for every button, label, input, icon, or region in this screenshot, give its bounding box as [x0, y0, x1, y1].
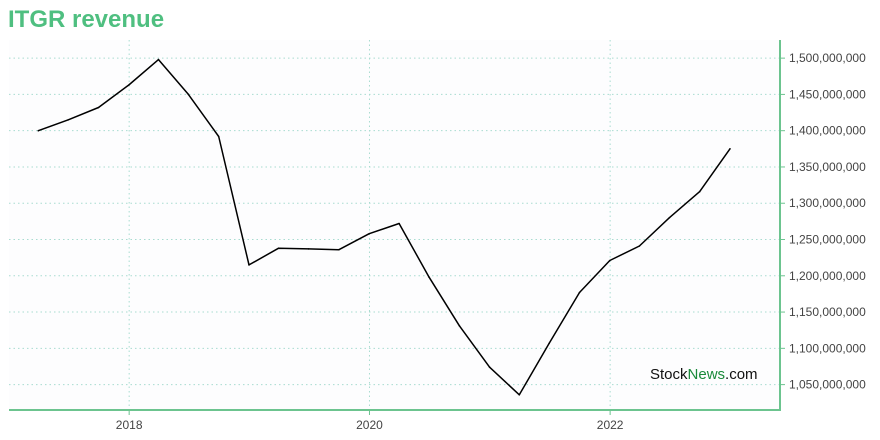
x-tick-labels: 2018 2020 2022: [116, 418, 624, 432]
x-tick-marks: [128, 410, 611, 415]
y-tick-label: 1,050,000,000: [789, 378, 866, 392]
data-point: [578, 291, 581, 294]
data-point: [609, 259, 611, 262]
data-point: [248, 264, 250, 266]
watermark-stock: Stock: [650, 366, 688, 383]
y-tick-label: 1,350,000,000: [789, 160, 866, 174]
revenue-series-line: [38, 58, 731, 396]
data-point: [428, 276, 430, 279]
data-point: [668, 216, 671, 219]
y-tick-label: 1,300,000,000: [789, 196, 866, 210]
y-tick-label: 1,100,000,000: [789, 341, 866, 355]
chart-title: ITGR revenue: [8, 6, 165, 33]
data-point: [458, 325, 461, 327]
y-tick-label: 1,200,000,000: [789, 269, 866, 283]
watermark: StockNews.com: [650, 366, 758, 383]
vertical-gridlines: [128, 40, 611, 410]
data-point: [398, 222, 400, 225]
data-point: [67, 119, 70, 121]
y-tick-label: 1,150,000,000: [789, 305, 866, 319]
y-tick-label: 1,450,000,000: [789, 87, 866, 101]
y-tick-label: 1,400,000,000: [789, 124, 866, 138]
x-tick-label: 2018: [116, 418, 143, 432]
x-tick-label: 2022: [597, 418, 624, 432]
data-point: [518, 394, 521, 396]
revenue-data-points: [37, 58, 731, 396]
x-tick-label: 2020: [356, 418, 383, 432]
data-point: [638, 245, 641, 247]
data-point: [157, 58, 160, 61]
data-point: [307, 248, 310, 250]
data-point: [217, 135, 220, 138]
y-tick-label: 1,250,000,000: [789, 233, 866, 247]
data-point: [37, 129, 40, 132]
data-point: [729, 148, 731, 150]
y-tick-marks: [780, 57, 785, 386]
y-tick-label: 1,500,000,000: [789, 51, 866, 65]
data-point: [368, 232, 371, 235]
data-point: [97, 106, 100, 109]
data-point: [187, 93, 190, 96]
data-point: [698, 190, 701, 193]
data-point: [277, 247, 280, 249]
watermark-com: .com: [725, 366, 758, 383]
y-tick-labels: 1,050,000,000 1,100,000,000 1,150,000,000 1…: [789, 51, 866, 391]
data-point: [548, 342, 550, 345]
data-point: [338, 248, 340, 251]
data-point: [488, 366, 491, 369]
data-point: [128, 84, 130, 86]
watermark-news: News: [688, 366, 726, 383]
